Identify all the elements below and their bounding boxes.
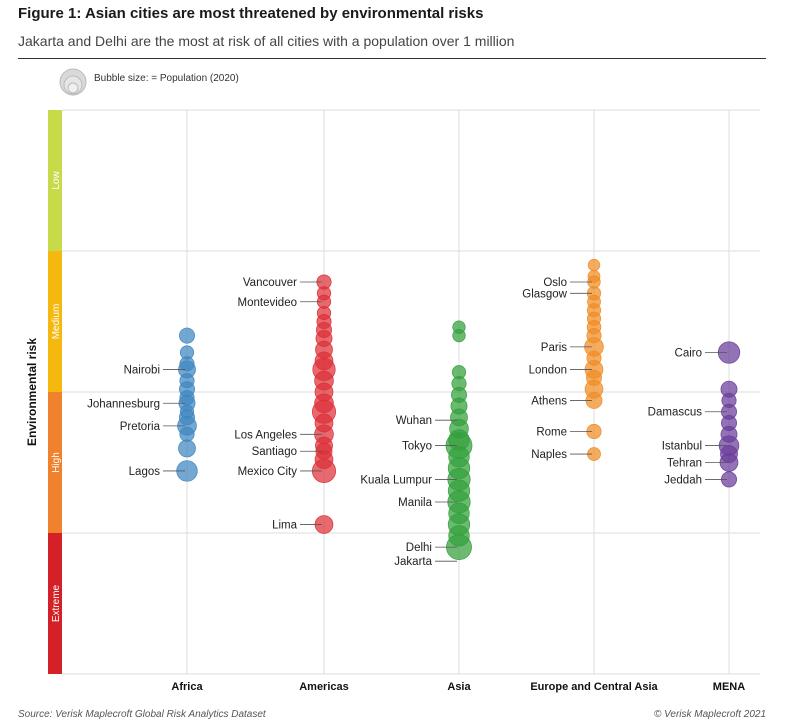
city-label: Rome (536, 426, 567, 438)
city-label: Cairo (675, 348, 702, 360)
city-label: Oslo (543, 277, 567, 289)
gridlines (62, 109, 760, 675)
chart-subtitle: Jakarta and Delhi are the most at risk o… (18, 33, 515, 49)
city-label: Delhi (406, 542, 432, 554)
city-label: Kuala Lumpur (360, 474, 432, 486)
risk-band-label-medium: Medium (51, 304, 62, 340)
city-label: Athens (531, 395, 567, 407)
risk-band-label-low: Low (51, 171, 62, 190)
bubble (178, 327, 195, 344)
source-note: Source: Verisk Maplecroft Global Risk An… (18, 709, 266, 720)
x-tick-labels: Africa Americas Asia Europe and Central Asi… (171, 681, 745, 693)
city-label: Vancouver (243, 277, 297, 289)
city-label: Jeddah (664, 474, 702, 486)
title-divider (18, 58, 766, 59)
risk-band-label-extreme: Extreme (51, 584, 62, 622)
city-label: Manila (398, 497, 432, 509)
city-label: Tokyo (402, 441, 432, 453)
city-label: Glasgow (522, 288, 567, 300)
x-tick-label: Europe and Central Asia (530, 681, 658, 693)
city-label: London (529, 364, 567, 376)
city-label: Naples (531, 449, 567, 461)
city-label: Los Angeles (234, 429, 297, 441)
risk-band-low (48, 110, 62, 251)
bubble-size-legend-icon (59, 68, 87, 96)
city-label: Santiago (252, 446, 297, 458)
x-tick-label: MENA (713, 681, 745, 693)
city-label: Johannesburg (87, 398, 160, 410)
x-tick-label: Americas (299, 681, 349, 693)
bubbles (176, 258, 741, 561)
risk-band-label-high: High (51, 452, 62, 473)
risk-band-axis: Low Medium High Extreme (48, 110, 62, 674)
city-label: Pretoria (120, 421, 161, 433)
city-label: Nairobi (124, 364, 160, 376)
chart-title: Figure 1: Asian cities are most threaten… (18, 5, 484, 22)
bubble-size-legend-label: Bubble size: = Population (2020) (94, 73, 239, 84)
city-label: Paris (541, 342, 567, 354)
copyright-note: © Verisk Maplecroft 2021 (653, 709, 766, 720)
city-label: Jakarta (394, 556, 432, 568)
risk-band-high (48, 392, 62, 533)
y-axis-label: Environmental risk (25, 338, 39, 446)
bubble (587, 258, 601, 272)
risk-band-medium (48, 251, 62, 392)
x-tick-label: Asia (447, 681, 471, 693)
bubble (452, 328, 466, 343)
city-label: Damascus (648, 407, 703, 419)
city-label: Lagos (129, 466, 161, 478)
bubble (179, 426, 195, 442)
city-label: Montevideo (238, 297, 297, 309)
x-tick-label: Africa (171, 681, 203, 693)
city-label: Tehran (667, 458, 702, 470)
city-label: Lima (272, 520, 298, 532)
city-label: Wuhan (396, 415, 432, 427)
city-labels: Nairobi Johannesburg Pretoria Lagos Vancouve… (87, 277, 727, 568)
risk-band-extreme (48, 533, 62, 674)
city-label: Mexico City (238, 466, 298, 478)
bubble (178, 439, 196, 458)
city-label: Istanbul (662, 441, 702, 453)
